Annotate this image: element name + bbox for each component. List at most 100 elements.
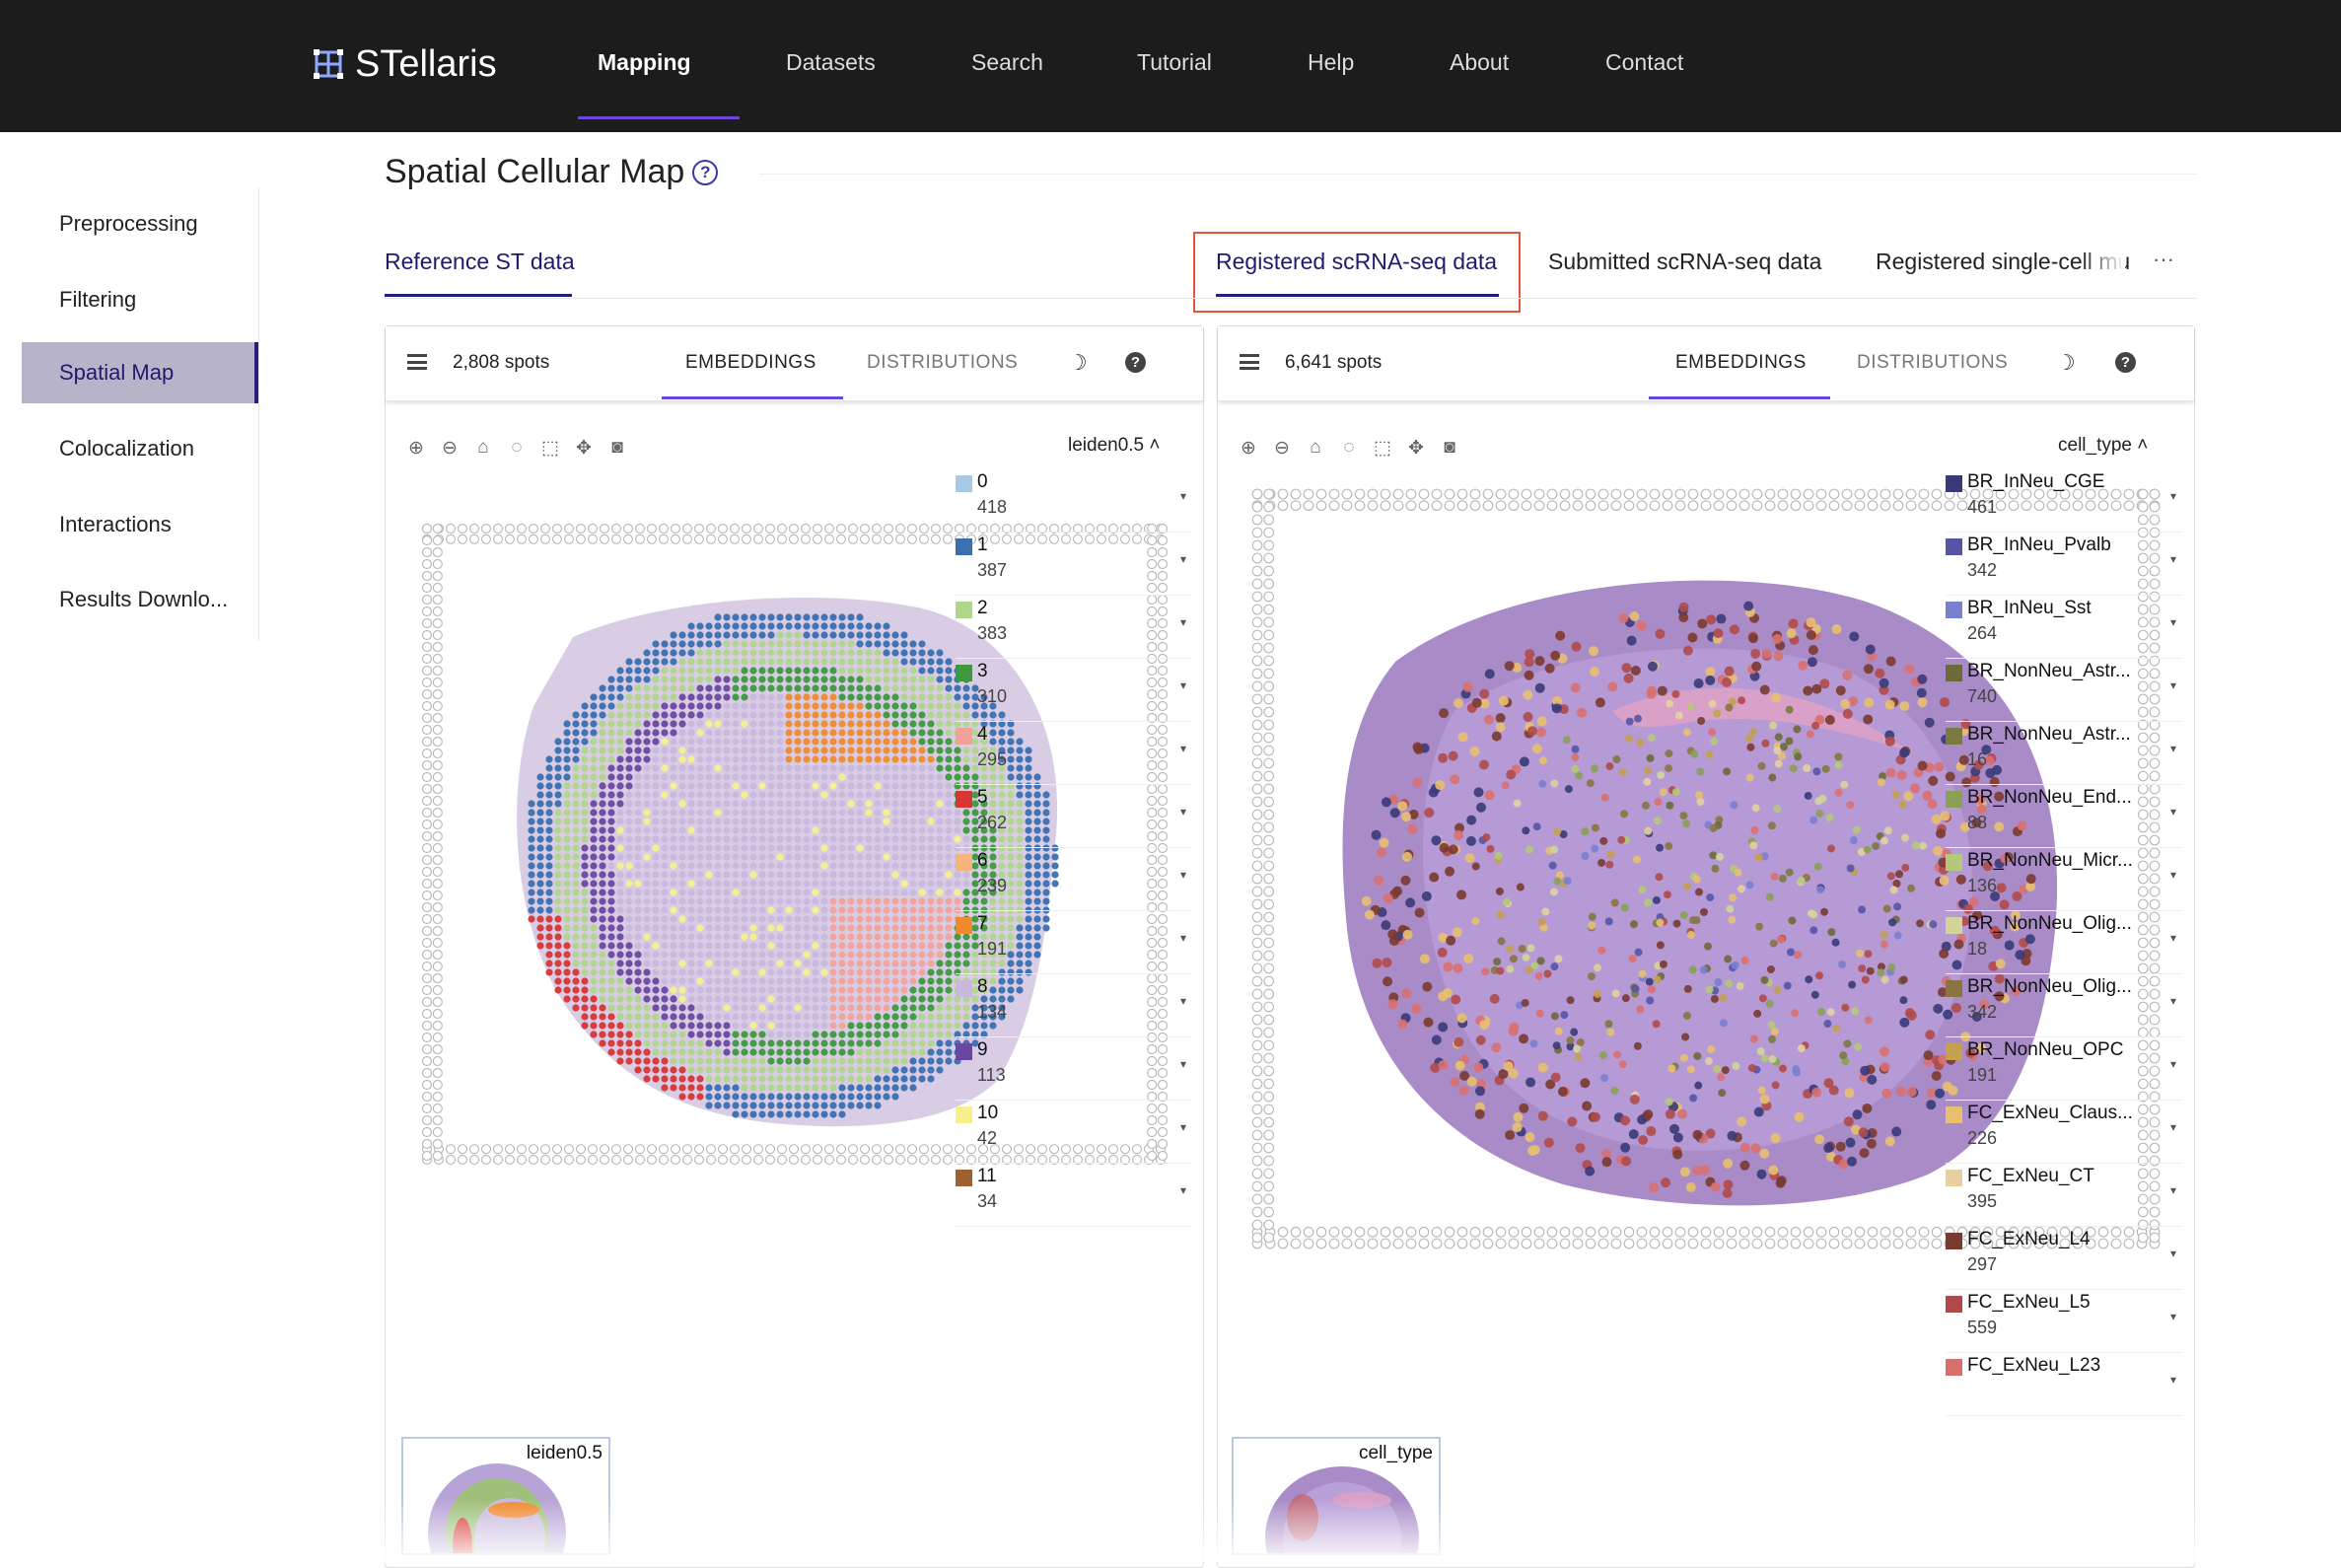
camera-icon[interactable]: ◙ (1444, 437, 1455, 458)
legend-item[interactable]: FC_ExNeu_Claus... 226 ▾ (1946, 1101, 2182, 1164)
tab-submitted-scrna[interactable]: Submitted scRNA-seq data (1548, 249, 1822, 274)
home-icon[interactable]: ⌂ (477, 437, 489, 458)
help-icon[interactable]: ? (2115, 352, 2136, 373)
lasso-icon[interactable]: ◌ (511, 437, 523, 458)
lasso-icon[interactable]: ◌ (1343, 437, 1355, 458)
tab-distributions[interactable]: DISTRIBUTIONS (867, 352, 1019, 373)
legend-item[interactable]: 7 191 ▾ (956, 911, 1192, 974)
tab-more-button[interactable]: ··· (2153, 247, 2174, 271)
tab-reference-st[interactable]: Reference ST data (385, 249, 575, 274)
legend-item[interactable]: BR_NonNeu_Olig... 342 ▾ (1946, 974, 2182, 1037)
legend-item[interactable]: BR_NonNeu_End... 88 ▾ (1946, 785, 2182, 848)
nav-mapping[interactable]: Mapping (598, 49, 691, 75)
home-icon[interactable]: ⌂ (1310, 437, 1321, 458)
legend-item[interactable]: 3 310 ▾ (956, 659, 1192, 722)
legend-item[interactable]: 8 134 ▾ (956, 974, 1192, 1037)
box-select-icon[interactable]: ⬚ (541, 438, 559, 459)
legend-item[interactable]: FC_ExNeu_CT 395 ▾ (1946, 1164, 2182, 1227)
legend-caret-icon[interactable]: ▾ (1179, 742, 1186, 755)
legend-item[interactable]: BR_NonNeu_Astr... 740 ▾ (1946, 659, 2182, 722)
legend-item[interactable]: 4 295 ▾ (956, 722, 1192, 785)
sidebar-item-spatial-map[interactable]: Spatial Map (22, 342, 258, 403)
legend-item[interactable]: 6 239 ▾ (956, 848, 1192, 911)
hamburger-menu-icon[interactable] (407, 354, 427, 370)
legend-caret-icon[interactable]: ▾ (2169, 1183, 2176, 1197)
tab-embeddings[interactable]: EMBEDDINGS (1675, 352, 1807, 373)
theme-moon-icon[interactable]: ☽ (2056, 350, 2076, 375)
legend-caret-icon[interactable]: ▾ (1179, 615, 1186, 629)
legend-caret-icon[interactable]: ▾ (2169, 1310, 2176, 1323)
legend-item[interactable]: FC_ExNeu_L23 ▾ (1946, 1353, 2182, 1416)
legend-caret-icon[interactable]: ▾ (2169, 1120, 2176, 1134)
legend-item[interactable]: BR_InNeu_Sst 264 ▾ (1946, 596, 2182, 659)
legend-item[interactable]: 2 383 ▾ (956, 596, 1192, 659)
zoom-out-icon[interactable]: ⊖ (1274, 438, 1290, 459)
legend-item[interactable]: FC_ExNeu_L4 297 ▾ (1946, 1227, 2182, 1290)
legend-item[interactable]: 5 262 ▾ (956, 785, 1192, 848)
legend-caret-icon[interactable]: ▾ (1179, 678, 1186, 692)
nav-search[interactable]: Search (971, 49, 1043, 75)
legend-item[interactable]: 9 113 ▾ (956, 1037, 1192, 1101)
legend-caret-icon[interactable]: ▾ (2169, 994, 2176, 1008)
tab-registered-scrna[interactable]: Registered scRNA-seq data (1216, 249, 1498, 274)
color-by-select[interactable]: cell_type ˄ (2058, 435, 2149, 456)
help-circle-icon[interactable]: ? (692, 159, 719, 185)
color-by-select[interactable]: leiden0.5 ˄ (1068, 435, 1161, 456)
legend-caret-icon[interactable]: ▾ (2169, 678, 2176, 692)
legend-caret-icon[interactable]: ▾ (2169, 742, 2176, 755)
nav-tutorial[interactable]: Tutorial (1137, 49, 1212, 75)
hamburger-menu-icon[interactable] (1240, 354, 1259, 370)
nav-datasets[interactable]: Datasets (786, 49, 876, 75)
box-select-icon[interactable]: ⬚ (1374, 438, 1391, 459)
legend-caret-icon[interactable]: ▾ (2169, 489, 2176, 503)
legend-item[interactable]: 11 34 ▾ (956, 1164, 1192, 1227)
legend-caret-icon[interactable]: ▾ (2169, 931, 2176, 945)
zoom-out-icon[interactable]: ⊖ (442, 438, 458, 459)
nav-help[interactable]: Help (1308, 49, 1355, 75)
app-logo[interactable]: STellaris (314, 39, 497, 89)
legend-item[interactable]: 0 418 ▾ (956, 469, 1192, 533)
legend-caret-icon[interactable]: ▾ (1179, 994, 1186, 1008)
zoom-in-icon[interactable]: ⊕ (408, 438, 424, 459)
sidebar-item-interactions[interactable]: Interactions (59, 512, 172, 536)
legend-caret-icon[interactable]: ▾ (2169, 552, 2176, 566)
nav-about[interactable]: About (1450, 49, 1510, 75)
sidebar-item-colocalization[interactable]: Colocalization (59, 436, 194, 461)
sidebar-item-filtering[interactable]: Filtering (59, 287, 137, 312)
tab-embeddings[interactable]: EMBEDDINGS (685, 352, 816, 373)
help-icon[interactable]: ? (1125, 352, 1146, 373)
legend-caret-icon[interactable]: ▾ (1179, 1057, 1186, 1071)
legend-item[interactable]: 1 387 ▾ (956, 533, 1192, 596)
spatial-scatter-plot[interactable] (405, 469, 1184, 1199)
camera-icon[interactable]: ◙ (611, 437, 623, 458)
legend-caret-icon[interactable]: ▾ (2169, 1247, 2176, 1260)
legend-caret-icon[interactable]: ▾ (1179, 552, 1186, 566)
pan-icon[interactable]: ✥ (576, 438, 592, 459)
tab-distributions[interactable]: DISTRIBUTIONS (1857, 352, 2009, 373)
legend-caret-icon[interactable]: ▾ (1179, 1183, 1186, 1197)
legend-caret-icon[interactable]: ▾ (1179, 805, 1186, 819)
legend-item[interactable]: 10 42 ▾ (956, 1101, 1192, 1164)
spatial-scatter-plot[interactable] (1238, 455, 2174, 1263)
nav-contact[interactable]: Contact (1605, 49, 1684, 75)
legend-caret-icon[interactable]: ▾ (1179, 868, 1186, 882)
legend-caret-icon[interactable]: ▾ (2169, 1373, 2176, 1387)
legend-item[interactable]: BR_NonNeu_Micr... 136 ▾ (1946, 848, 2182, 911)
legend-caret-icon[interactable]: ▾ (1179, 489, 1186, 503)
legend-item[interactable]: FC_ExNeu_L5 559 ▾ (1946, 1290, 2182, 1353)
legend-item[interactable]: BR_InNeu_CGE 461 ▾ (1946, 469, 2182, 533)
legend-item[interactable]: BR_NonNeu_OPC 191 ▾ (1946, 1037, 2182, 1101)
sidebar-item-results-download[interactable]: Results Downlo... (59, 587, 229, 611)
theme-moon-icon[interactable]: ☽ (1068, 350, 1088, 375)
pan-icon[interactable]: ✥ (1408, 438, 1424, 459)
legend-item[interactable]: BR_InNeu_Pvalb 342 ▾ (1946, 533, 2182, 596)
legend-caret-icon[interactable]: ▾ (2169, 805, 2176, 819)
legend-caret-icon[interactable]: ▾ (1179, 931, 1186, 945)
legend-caret-icon[interactable]: ▾ (2169, 1057, 2176, 1071)
legend-caret-icon[interactable]: ▾ (2169, 615, 2176, 629)
sidebar-item-preprocessing[interactable]: Preprocessing (59, 211, 198, 236)
legend-item[interactable]: BR_NonNeu_Astr... 16 ▾ (1946, 722, 2182, 785)
legend-caret-icon[interactable]: ▾ (2169, 868, 2176, 882)
zoom-in-icon[interactable]: ⊕ (1241, 438, 1256, 459)
legend-caret-icon[interactable]: ▾ (1179, 1120, 1186, 1134)
